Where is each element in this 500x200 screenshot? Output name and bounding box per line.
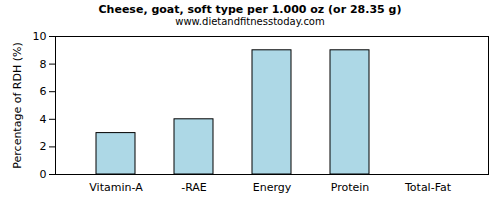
svg-text:2: 2	[40, 140, 47, 153]
svg-text:6: 6	[40, 85, 47, 98]
svg-text:-RAE: -RAE	[181, 181, 207, 194]
html-text:www.dietandfitnesstoday.com: www.dietandfitnesstoday.com	[175, 16, 325, 27]
svg-text:Total-Fat: Total-Fat	[404, 181, 452, 194]
svg-text:Percentage of RDH (%): Percentage of RDH (%)	[11, 42, 24, 168]
svg-text:Protein: Protein	[331, 181, 370, 194]
svg-text:Vitamin-A: Vitamin-A	[89, 181, 143, 194]
svg-text:Energy: Energy	[253, 181, 292, 194]
svg-text:10: 10	[33, 30, 47, 43]
html-text:Cheese, goat, soft type per 1.: Cheese, goat, soft type per 1.000 oz (or…	[98, 3, 402, 16]
svg-text:4: 4	[40, 113, 47, 126]
svg-text:0: 0	[40, 168, 47, 181]
svg-text:8: 8	[40, 58, 47, 71]
